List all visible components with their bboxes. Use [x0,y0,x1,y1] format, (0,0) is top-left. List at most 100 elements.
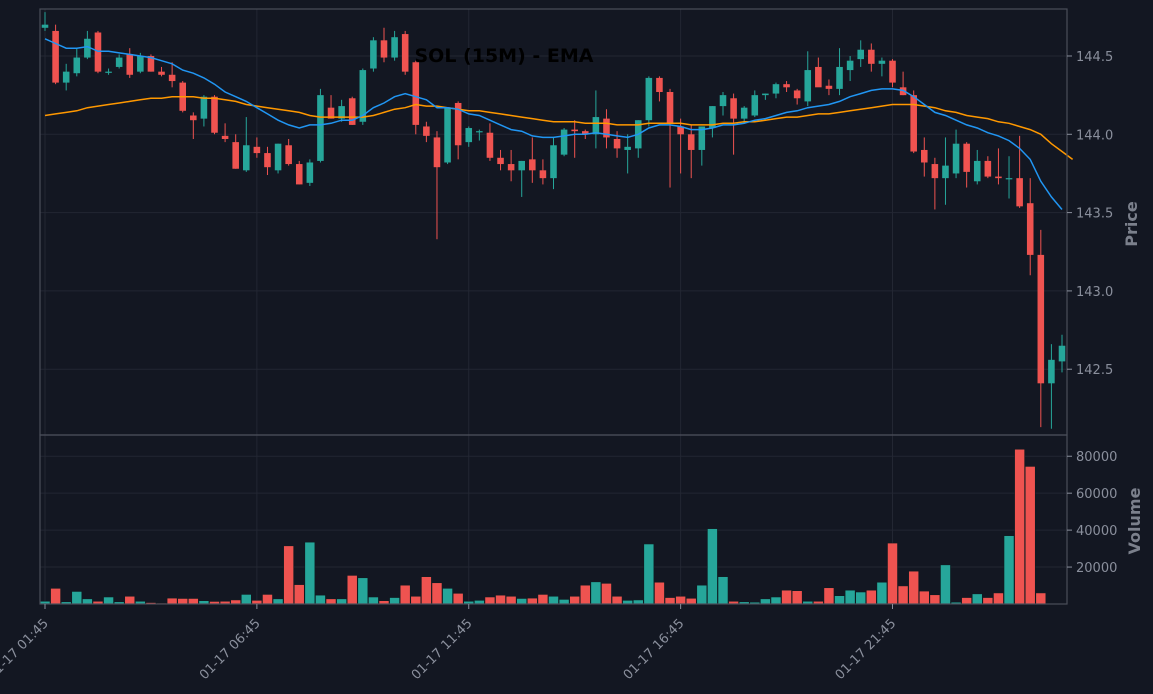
candle [973,149,981,185]
candle-body [306,162,314,183]
volume-bar [357,577,369,605]
volume-bar [770,596,782,605]
candle [1026,178,1034,276]
candle [592,90,600,149]
candle-body [1048,359,1055,384]
volume-bar [336,598,347,605]
candle [401,30,409,75]
volume-bar [177,598,189,605]
volume-bar [484,596,496,605]
volume-bar [166,597,178,605]
candle-body [772,84,780,94]
volume-bar [717,576,729,605]
candle [529,137,536,183]
volume-bar [103,596,114,605]
candle-body [1016,178,1023,207]
candle [1037,229,1045,428]
candle-body [656,77,663,93]
candle-body [137,55,144,72]
candle [857,40,865,67]
candle-body [454,102,462,146]
candle [476,129,483,141]
candle [889,59,896,88]
candle-body [274,143,282,171]
candle-body [41,24,49,28]
candle [878,57,886,77]
candle-body [211,96,218,133]
candle-body [285,145,292,165]
candle [486,123,494,161]
volume-bar [685,597,697,605]
candle-body [348,98,356,125]
candle-body [783,84,790,88]
candle [221,123,229,143]
candle-body [126,54,134,75]
volume-bar [389,597,400,605]
volume-bar [82,598,93,605]
candle [190,112,197,139]
volume-bar [887,542,898,605]
price-tick-label: 144.5 [1076,50,1113,65]
candle-body [433,137,441,168]
candle [306,159,314,186]
volume-bar [590,581,602,605]
candle-body [804,70,812,102]
candle [370,37,377,72]
volume-bar [876,581,888,605]
candle-body [793,90,801,99]
volume-tick-label: 20000 [1076,561,1117,576]
volume-bar [823,587,835,605]
volume-bar [452,592,464,605]
price-tick-label: 143.5 [1076,207,1113,222]
candle-body [200,96,208,119]
candle-body [295,164,303,185]
candle-body [147,55,155,72]
candle [560,128,568,157]
candle-body [931,164,939,179]
volume-bar [632,599,644,605]
volume-bar [971,593,983,605]
candle [1005,156,1013,199]
volume-bar [844,589,856,605]
volume-bar [897,585,909,605]
candle-body [391,37,398,58]
candle [910,90,917,154]
volume-bar [431,582,443,605]
candle-body [910,95,917,152]
volume-bar [1003,535,1015,605]
volume-bar [707,528,718,605]
candle-body [221,135,229,139]
candle [751,90,759,118]
candle [211,95,218,135]
volume-bar [262,594,273,605]
candle-body [518,160,526,171]
volume-bar [664,597,676,605]
candle-body [317,95,324,161]
candle [571,120,578,158]
volume-bar [569,595,581,605]
volume-bar [526,597,538,605]
candle [115,54,123,69]
candle-body [507,164,515,171]
candle [497,149,504,171]
volume-bar [442,588,453,605]
candle-body [857,49,865,60]
candle-body [168,74,176,82]
volume-bar [993,592,1004,605]
volume-bar [579,584,591,605]
candle [264,146,271,176]
candle-body [497,157,504,165]
candle-body [762,93,769,96]
candle-body [677,126,684,135]
candle-body [465,128,473,143]
candle [730,93,737,155]
candle [719,92,727,116]
candle-body [560,129,568,155]
candle-body [62,71,70,83]
volume-bar [346,575,358,605]
candle-body [253,146,261,154]
candle [984,156,992,179]
candle-body [380,40,388,58]
candle-body [730,98,737,119]
candle [740,106,748,124]
